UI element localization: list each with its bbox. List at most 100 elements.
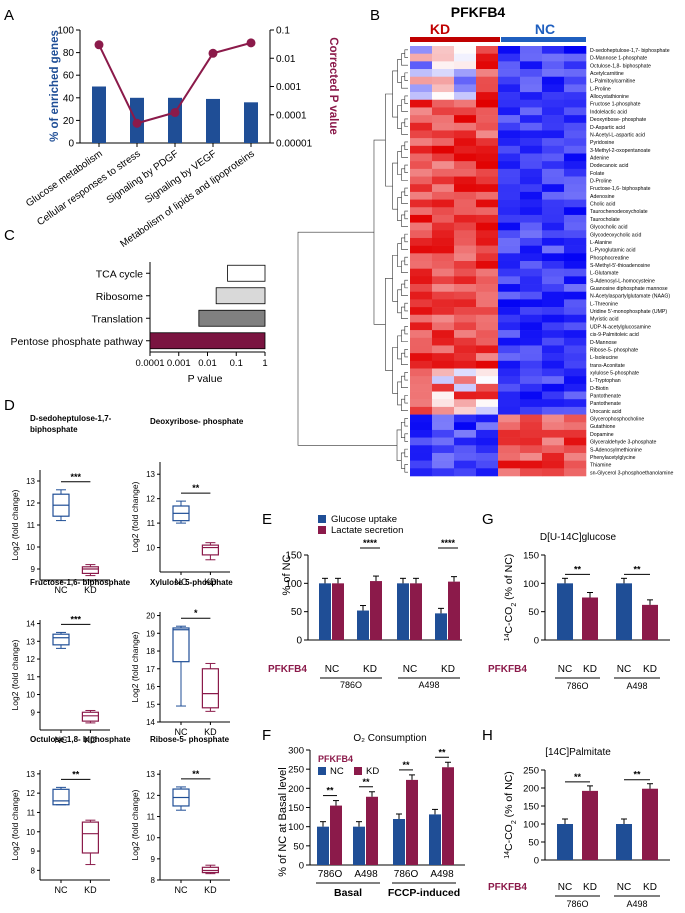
b-heat-cell [432,353,455,362]
panel-h: [14C]Palmitate PFKFB4 0 50 100 150 200 250 14C… [488,747,670,909]
d-ytick-label: 10 [146,834,155,843]
b-dendro-branch [404,464,408,473]
b-heat-cell [542,214,565,223]
c-xtick-label: 1 [262,358,267,369]
h-sublabel: NC [617,882,631,893]
b-heat-cell [476,168,499,177]
b-row-label: Allocystathionine [590,94,629,100]
h-bar [582,790,598,860]
b-heat-cell [520,138,543,147]
d-title: Deoxyribose- phosphate [150,417,244,426]
b-heat-cell [454,145,477,154]
h-sig-label: ** [574,772,582,782]
panel-letter-g: G [482,511,494,528]
d-sig-label: ** [72,769,80,779]
d-xtick-label: NC [175,885,188,895]
e-group-label: A498 [418,680,439,690]
b-heat-cell [432,153,455,162]
b-heat-cell [454,176,477,185]
e-legend-swatch [318,526,326,534]
h-group-label: 786O [566,899,588,909]
b-heat-cell [432,92,455,101]
d-ytick-label: 9 [151,855,156,864]
b-heat-cell [564,261,587,269]
b-heat-cell [432,322,455,331]
g-ylabel: 14C-CO2 (% of NC) [503,554,518,642]
b-heat-cell [520,176,543,185]
b-heat-cell [476,84,499,93]
b-heat-cell [476,307,499,316]
b-heat-cell [410,122,433,131]
b-heat-cell [498,176,521,185]
d-ylabel: Log2 (fold change) [130,481,140,552]
b-heat-cell [498,237,521,246]
f-bar [393,819,405,865]
b-row-label: S-Adenosylmethionine [590,447,642,453]
b-heat-cell [564,122,587,131]
a-ytick-label: 80 [63,48,75,59]
b-row-label: Thiamine [590,463,611,469]
f-ytick-label: 300 [288,746,304,757]
b-heat-cell [520,345,543,354]
b-heat-cell [432,330,455,339]
b-heat-cell [454,353,477,362]
b-row-label: D-sedoheptulose-1,7- biphosphate [590,48,670,54]
d-title: biphosphate [30,425,78,434]
b-row-label: L-Glutamate [590,271,619,277]
b-heat-cell [520,337,543,346]
d-ytick-label: 10 [26,828,35,837]
b-heat-cell [498,122,521,131]
panel-f: O₂ Consumption % of NC at Basal level PF… [277,733,465,899]
h-ylabel-part: 2 [511,820,518,824]
d-ylabel: Log2 (fold change) [10,489,20,560]
b-heat-cell [564,245,587,254]
b-dendro-branch [404,256,408,266]
b-row-label: Glycodeoxycholic acid [590,232,641,238]
b-heat-cell [564,337,587,346]
b-heat-cell [498,46,521,54]
b-dendro-branch [392,70,398,118]
b-heat-cell [410,153,433,162]
a-y2tick-label: 0.00001 [276,139,313,150]
a-pvalue-point [94,40,104,50]
b-heat-cell [498,84,521,93]
b-heat-cell [520,222,543,231]
d-xtick-label: KD [84,735,97,745]
b-heat-cell [432,307,455,316]
b-heat-cell [520,429,543,438]
b-heat-cell [410,468,433,477]
b-dendro-branch [373,139,386,325]
a-bar [206,98,220,143]
b-dendro-branch [397,151,402,175]
b-heat-cell [476,222,499,231]
b-heat-cell [432,61,455,70]
d-xtick-label: NC [55,585,68,595]
b-heat-cell [454,191,477,200]
b-heat-cell [410,145,433,154]
b-heat-cell [432,406,455,415]
b-heat-cell [542,230,565,239]
b-heat-cell [542,345,565,354]
f-legend-swatch [318,767,326,775]
b-heat-cell [454,445,477,454]
b-heat-cell [410,161,433,170]
b-heat-cell [542,322,565,331]
b-heat-cell [520,291,543,300]
b-heat-cell [564,199,587,208]
b-heat-cell [454,222,477,231]
b-heat-cell [520,314,543,323]
b-heat-cell [476,330,499,339]
d-sig-label: ** [192,483,200,493]
a-ylabel: % of enriched genes [49,30,61,142]
b-heat-cell [564,406,587,415]
b-heat-cell [410,222,433,231]
b-heat-cell [432,99,455,108]
f-bar [330,805,342,865]
b-heat-cell [542,99,565,108]
b-heat-cell [564,437,587,446]
b-heat-cell [564,237,587,246]
b-heat-cell [454,276,477,285]
e-bar [397,583,409,640]
b-heat-cell [564,268,587,277]
b-title: PFKFB4 [451,4,506,20]
